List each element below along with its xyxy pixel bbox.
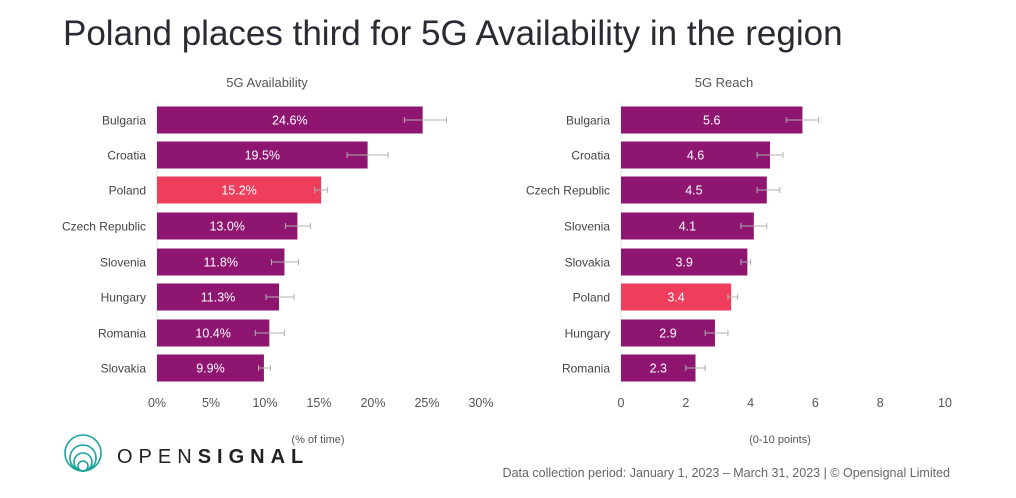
data-label: 13.0% <box>209 220 244 234</box>
category-label: Bulgaria <box>566 114 610 128</box>
bar <box>157 176 322 204</box>
category-label: Poland <box>109 184 146 198</box>
data-label: 3.9 <box>675 256 692 270</box>
axis-label: (0-10 points) <box>749 434 811 446</box>
bar <box>621 283 732 311</box>
error-bar <box>403 117 447 123</box>
bar <box>157 319 270 347</box>
tick-label: 15% <box>306 396 331 410</box>
error-bar <box>314 187 329 193</box>
tick-label: 20% <box>360 396 385 410</box>
bar <box>157 283 280 311</box>
category-label: Poland <box>573 291 610 305</box>
error-bar <box>258 365 271 371</box>
tick-label: 10 <box>938 396 952 410</box>
data-label: 10.4% <box>195 327 230 341</box>
tick-label: 2 <box>682 396 689 410</box>
data-label: 4.6 <box>687 149 704 163</box>
category-label: Slovenia <box>564 220 610 234</box>
data-label: 2.9 <box>659 327 676 341</box>
error-bar <box>346 152 389 158</box>
category-label: Croatia <box>107 149 146 163</box>
opensignal-logo: OPENSIGNAL <box>64 434 309 472</box>
error-bar <box>756 187 781 193</box>
logo-text: OPENSIGNAL <box>117 446 309 468</box>
tick-label: 8 <box>877 396 884 410</box>
category-label: Slovakia <box>565 256 611 270</box>
category-label: Czech Republic <box>62 220 146 234</box>
page-title: Poland places third for 5G Availability … <box>63 14 843 53</box>
bar <box>621 106 803 134</box>
error-bar <box>265 294 295 300</box>
error-bar <box>270 259 299 265</box>
error-bar <box>285 223 311 229</box>
data-label: 5.6 <box>703 114 720 128</box>
chart-title: 5G Reach <box>695 75 754 90</box>
tick-label: 25% <box>414 396 439 410</box>
bar <box>621 212 754 240</box>
category-label: Slovenia <box>100 256 146 270</box>
error-bar <box>254 330 285 336</box>
error-bar <box>756 152 784 158</box>
category-label: Slovakia <box>101 362 147 376</box>
error-bar <box>685 365 706 371</box>
tick-label: 6 <box>812 396 819 410</box>
bar <box>621 319 715 347</box>
data-label: 2.3 <box>650 362 667 376</box>
category-label: Croatia <box>571 149 610 163</box>
data-label: 11.3% <box>201 291 236 305</box>
bar <box>157 106 423 134</box>
category-label: Hungary <box>565 327 610 341</box>
data-label: 15.2% <box>221 184 256 198</box>
data-label: 19.5% <box>245 149 280 163</box>
category-label: Czech Republic <box>526 184 610 198</box>
bar <box>157 248 285 276</box>
tick-label: 5% <box>202 396 220 410</box>
bar <box>621 141 771 169</box>
data-label: 24.6% <box>272 114 307 128</box>
data-label: 4.5 <box>685 184 702 198</box>
bar <box>157 141 368 169</box>
error-bar <box>740 259 752 265</box>
chart-1: 5G Reach Bulgaria 5.6 Croatia 4.6 Czech Repub… <box>526 75 952 446</box>
tick-label: 0% <box>148 396 166 410</box>
bar <box>157 212 298 240</box>
bar <box>621 248 748 276</box>
axis-label: (% of time) <box>291 434 344 446</box>
error-bar <box>727 294 739 300</box>
data-label: 3.4 <box>667 291 684 305</box>
tick-label: 10% <box>252 396 277 410</box>
data-label: 11.8% <box>203 256 238 270</box>
category-label: Hungary <box>101 291 146 305</box>
signal-rings-icon <box>64 434 102 472</box>
data-label: 4.1 <box>679 220 696 234</box>
bar <box>621 354 696 382</box>
category-label: Bulgaria <box>102 114 146 128</box>
chart-title: 5G Availability <box>226 75 308 90</box>
bar <box>621 176 767 204</box>
error-bar <box>704 330 729 336</box>
data-label: 9.9% <box>196 362 225 376</box>
footer-text: Data collection period: January 1, 2023 … <box>503 466 950 480</box>
tick-label: 4 <box>747 396 754 410</box>
tick-label: 30% <box>468 396 493 410</box>
category-label: Romania <box>98 327 146 341</box>
category-label: Romania <box>562 362 610 376</box>
bar <box>157 354 264 382</box>
error-bar <box>740 223 768 229</box>
chart-0: 5G Availability Bulgaria 24.6% Croatia 19.5%… <box>62 75 494 446</box>
tick-label: 0 <box>618 396 625 410</box>
error-bar <box>785 117 820 123</box>
